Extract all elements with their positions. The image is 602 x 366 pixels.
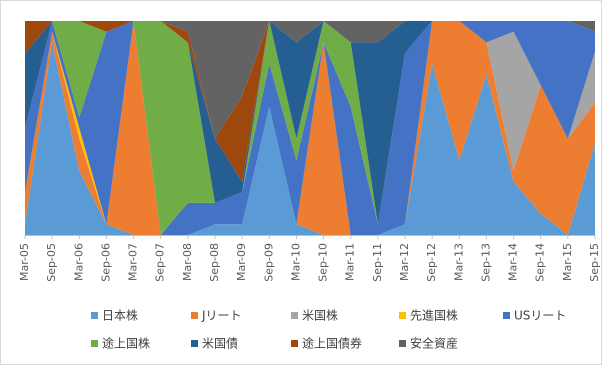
area-series-6 [25,21,595,225]
x-tick-label: Mar-05 [18,243,31,281]
x-tick-label: Sep-15 [588,243,601,282]
area-series-5 [25,21,595,235]
area-series-0 [25,42,595,236]
x-tick-label: Sep-06 [99,243,112,282]
legend-label: 米国株 [302,308,338,323]
legend-swatch [503,312,510,319]
x-tick-label: Sep-09 [262,243,275,282]
x-tick-label: Sep-08 [208,243,221,282]
legend-swatch [291,312,298,319]
x-tick-label: Mar-12 [398,243,411,281]
legend-label: 日本株 [102,308,138,323]
legend-item: 米国債 [191,336,238,351]
x-tick-label: Mar-10 [289,243,302,281]
x-axis: Mar-05 Sep-05 Mar-06 Sep-06 Mar-07 Sep-07 Mar-… [18,235,601,282]
x-tick-label: Sep-07 [154,243,167,282]
legend-item: 途上国債券 [291,336,362,351]
legend-label: 先進国株 [410,308,458,323]
x-tick-label: Mar-14 [507,243,520,281]
legend-swatch [399,312,406,319]
legend-label: 米国債 [202,336,238,351]
x-tick-label: Sep-11 [371,243,384,282]
legend-item: Jリート [191,309,242,323]
legend-label: 安全資産 [410,336,458,351]
area-series-4 [25,21,595,235]
legend-swatch [91,312,98,319]
legend-swatch [191,340,198,347]
x-tick-label: Mar-06 [72,243,85,281]
x-tick-label: Sep-14 [534,243,547,282]
x-tick-label: Mar-13 [452,243,465,281]
x-tick-label: Sep-13 [479,243,492,282]
x-tick-label: Mar-11 [344,243,357,281]
x-tick-label: Mar-09 [235,243,248,281]
x-tick-label: Mar-07 [127,243,140,281]
legend-swatch [91,340,98,347]
area-series-1 [25,21,595,235]
legend-swatch [291,340,298,347]
legend-swatch [191,312,198,319]
legend-item: 安全資産 [399,336,458,351]
legend-item: 先進国株 [399,308,458,323]
legend-label: 途上国株 [102,336,150,351]
legend-item: 米国株 [291,308,338,323]
legend-label: 途上国債券 [302,336,362,351]
x-tick-label: Sep-12 [425,243,438,282]
legend-item: 途上国株 [91,336,150,351]
x-tick-label: Mar-15 [561,243,574,281]
legend-label: USリート [514,309,566,323]
x-tick-label: Mar-08 [181,243,194,281]
legend-swatch [399,340,406,347]
x-tick-label: Sep-05 [45,243,58,282]
legend-item: 日本株 [91,308,138,323]
plot-area [25,21,595,236]
x-tick-label: Sep-10 [317,243,330,282]
legend-label: Jリート [201,309,242,323]
legend-item: USリート [503,309,566,323]
